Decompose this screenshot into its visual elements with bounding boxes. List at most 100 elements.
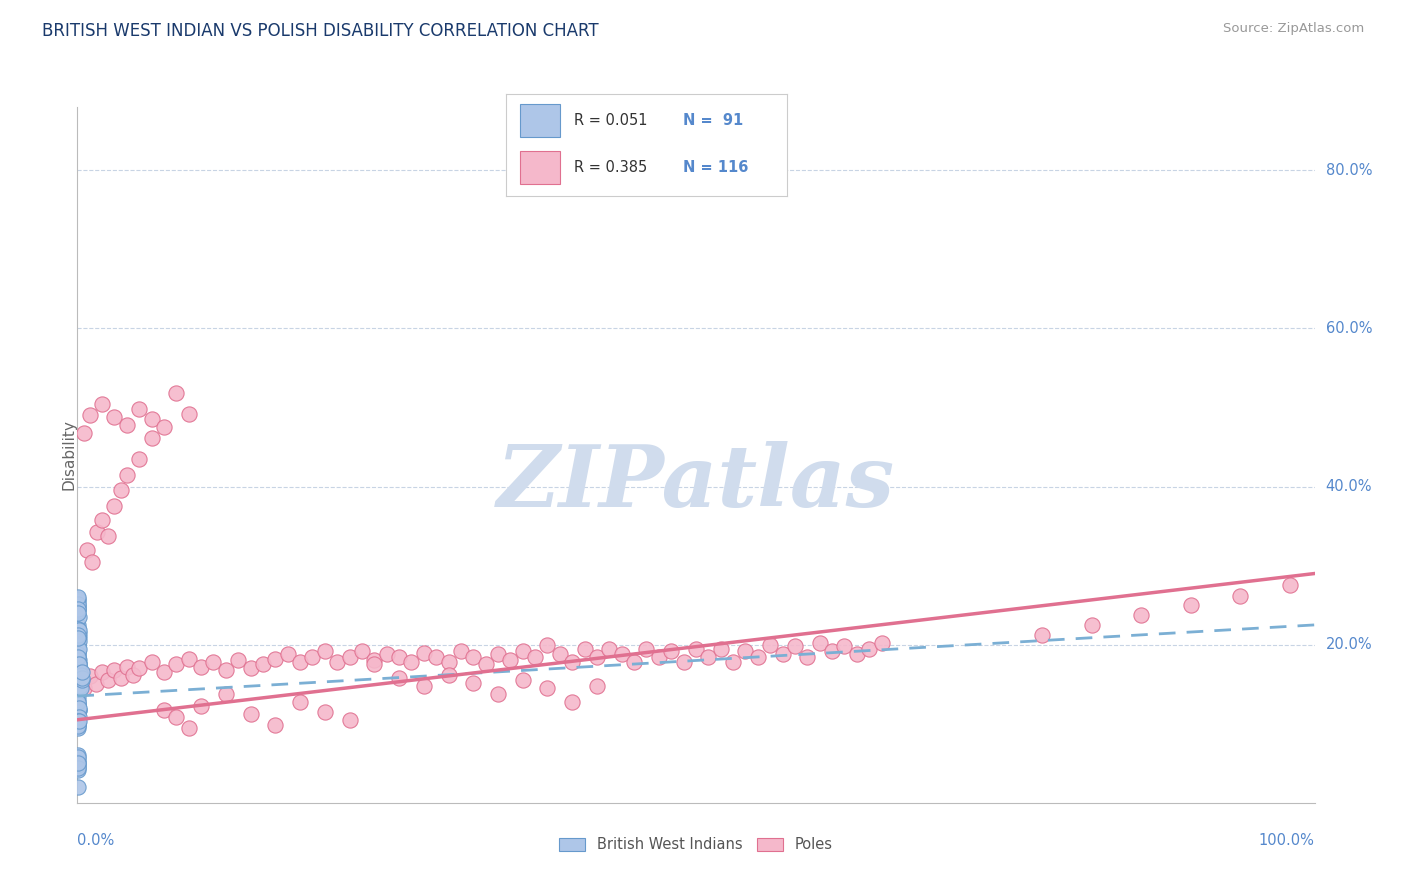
Point [375, 647, 398, 661]
Point [66, 602, 89, 616]
Point [339, 649, 361, 664]
Point [141, 412, 163, 426]
Point [363, 657, 385, 672]
Point [67, 705, 90, 719]
Point [153, 702, 176, 716]
Point [67, 697, 90, 711]
Point [67, 719, 90, 733]
Point [69, 677, 91, 691]
Point [845, 647, 868, 661]
Point [141, 430, 163, 444]
Point [153, 665, 176, 680]
Point [67, 632, 90, 646]
Point [110, 671, 132, 685]
Point [783, 639, 806, 653]
Point [734, 644, 756, 658]
Point [67, 618, 90, 632]
Point [67, 646, 90, 660]
Point [128, 402, 150, 417]
Point [561, 695, 583, 709]
Point [425, 649, 447, 664]
Point [659, 644, 682, 658]
Point [128, 661, 150, 675]
Point [1278, 578, 1301, 592]
Text: ZIPatlas: ZIPatlas [496, 441, 896, 524]
Point [66, 597, 89, 611]
Point [486, 687, 509, 701]
Bar [520, 104, 560, 136]
Point [67, 633, 90, 648]
Point [67, 693, 90, 707]
Point [1180, 598, 1202, 612]
Point [66, 605, 89, 619]
Point [97, 673, 120, 688]
Point [67, 689, 90, 703]
Point [91, 513, 114, 527]
Point [67, 610, 90, 624]
Point [536, 681, 558, 695]
Point [67, 667, 90, 681]
Point [110, 483, 132, 498]
Text: Source: ZipAtlas.com: Source: ZipAtlas.com [1223, 22, 1364, 36]
Point [67, 657, 90, 672]
Point [796, 649, 818, 664]
Point [79, 409, 101, 423]
Point [66, 780, 89, 794]
Point [67, 649, 90, 664]
Point [288, 695, 311, 709]
Point [437, 667, 460, 681]
Point [66, 602, 89, 616]
Point [67, 665, 90, 680]
Point [66, 685, 89, 699]
Point [67, 624, 90, 638]
Point [67, 625, 90, 640]
Point [277, 647, 299, 661]
Point [67, 681, 90, 695]
Point [721, 655, 744, 669]
Point [463, 675, 485, 690]
Point [66, 599, 89, 614]
Point [70, 667, 93, 681]
Point [685, 641, 707, 656]
Point [586, 649, 609, 664]
Text: 60.0%: 60.0% [1326, 321, 1372, 336]
Point [821, 644, 844, 658]
Text: 20.0%: 20.0% [1326, 637, 1372, 652]
Point [474, 657, 496, 672]
Point [128, 451, 150, 466]
Point [66, 699, 89, 714]
Text: BRITISH WEST INDIAN VS POLISH DISABILITY CORRELATION CHART: BRITISH WEST INDIAN VS POLISH DISABILITY… [42, 22, 599, 40]
Point [363, 653, 385, 667]
Point [153, 420, 176, 434]
Point [648, 649, 671, 664]
Text: R = 0.051: R = 0.051 [574, 112, 647, 128]
Text: 80.0%: 80.0% [1326, 163, 1372, 178]
Point [84, 677, 107, 691]
Point [67, 665, 90, 680]
Point [808, 636, 831, 650]
Point [339, 713, 361, 727]
Point [697, 649, 720, 664]
Point [66, 685, 89, 699]
Point [66, 721, 89, 735]
Point [67, 625, 90, 640]
Point [115, 417, 138, 432]
Point [66, 757, 89, 772]
Point [1031, 628, 1053, 642]
Point [858, 641, 880, 656]
Point [524, 649, 547, 664]
Point [177, 407, 200, 421]
Point [70, 673, 93, 688]
Point [67, 661, 90, 675]
Point [66, 594, 89, 608]
Point [122, 667, 145, 681]
Text: N =  91: N = 91 [683, 112, 744, 128]
Point [226, 653, 249, 667]
Text: 100.0%: 100.0% [1258, 833, 1315, 848]
Point [67, 713, 90, 727]
Point [512, 644, 534, 658]
Legend: British West Indians, Poles: British West Indians, Poles [553, 831, 839, 858]
Point [66, 591, 89, 606]
Point [66, 763, 89, 777]
Text: R = 0.385: R = 0.385 [574, 160, 647, 175]
